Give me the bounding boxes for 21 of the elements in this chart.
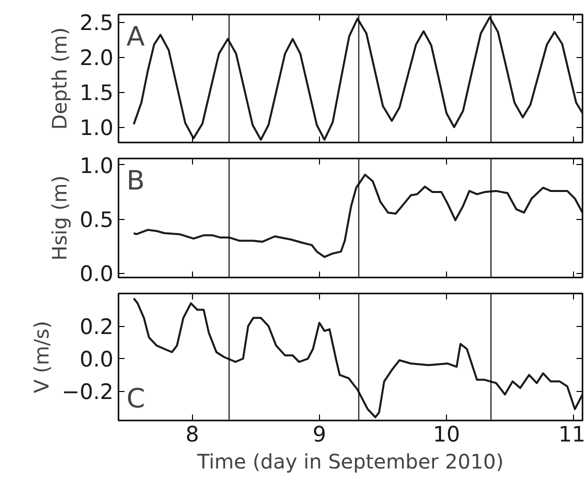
x-tick-label: 11	[558, 422, 585, 448]
y-tick-label: −0.2	[62, 380, 114, 406]
x-tick-label: 10	[432, 422, 460, 448]
y-tick-label: 2.0	[80, 46, 114, 72]
y-tick-label: 1.0	[80, 154, 114, 179]
y-tick-label: 0.2	[80, 315, 114, 340]
y-tick-label: 1.5	[80, 81, 114, 106]
y-tick-label: 0.0	[80, 348, 114, 373]
x-axis-title: Time (day in September 2010)	[196, 450, 504, 474]
y-axis-title: Hsig (m)	[48, 175, 72, 261]
y-axis-title: V (m/s)	[30, 320, 54, 394]
annotation: B	[126, 166, 145, 196]
y-tick-label: 1.0	[80, 116, 114, 142]
annotation: A	[126, 22, 146, 52]
annotation: C	[126, 384, 146, 414]
x-tick-label: 8	[185, 422, 200, 448]
y-tick-label: 0.0	[80, 262, 114, 288]
y-tick-label: 2.5	[80, 11, 114, 36]
y-tick-label: 0.5	[80, 208, 114, 234]
x-tick-label: 9	[312, 422, 326, 448]
y-axis-title: Depth (m)	[48, 27, 72, 130]
